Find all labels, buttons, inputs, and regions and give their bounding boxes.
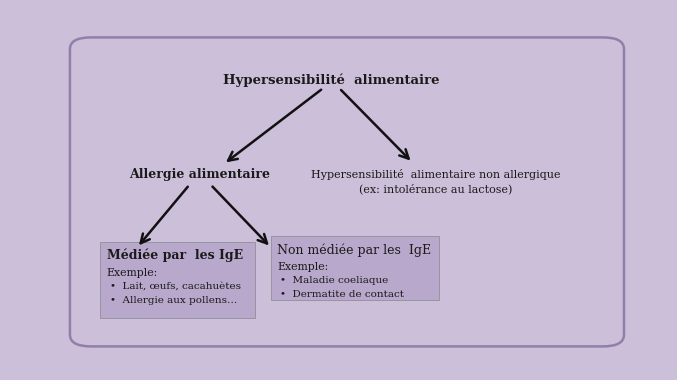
Text: •  Maladie coeliaque: • Maladie coeliaque <box>280 276 389 285</box>
FancyBboxPatch shape <box>100 242 255 318</box>
Text: Non médiée par les  IgE: Non médiée par les IgE <box>277 243 431 256</box>
Text: Médiée par  les IgE: Médiée par les IgE <box>107 249 243 263</box>
Text: Hypersensibilité  alimentaire: Hypersensibilité alimentaire <box>223 74 439 87</box>
Text: •  Lait, œufs, cacahuètes: • Lait, œufs, cacahuètes <box>110 282 241 291</box>
FancyBboxPatch shape <box>271 236 439 300</box>
Text: •  Dermatite de contact: • Dermatite de contact <box>280 290 404 299</box>
Text: Hypersensibilité  alimentaire non allergique
(ex: intolérance au lactose): Hypersensibilité alimentaire non allergi… <box>311 169 561 194</box>
Text: Allergie alimentaire: Allergie alimentaire <box>129 168 271 181</box>
FancyBboxPatch shape <box>70 37 624 347</box>
Text: Exemple:: Exemple: <box>277 262 328 272</box>
Text: Exemple:: Exemple: <box>107 268 158 278</box>
Text: •  Allergie aux pollens…: • Allergie aux pollens… <box>110 296 237 305</box>
